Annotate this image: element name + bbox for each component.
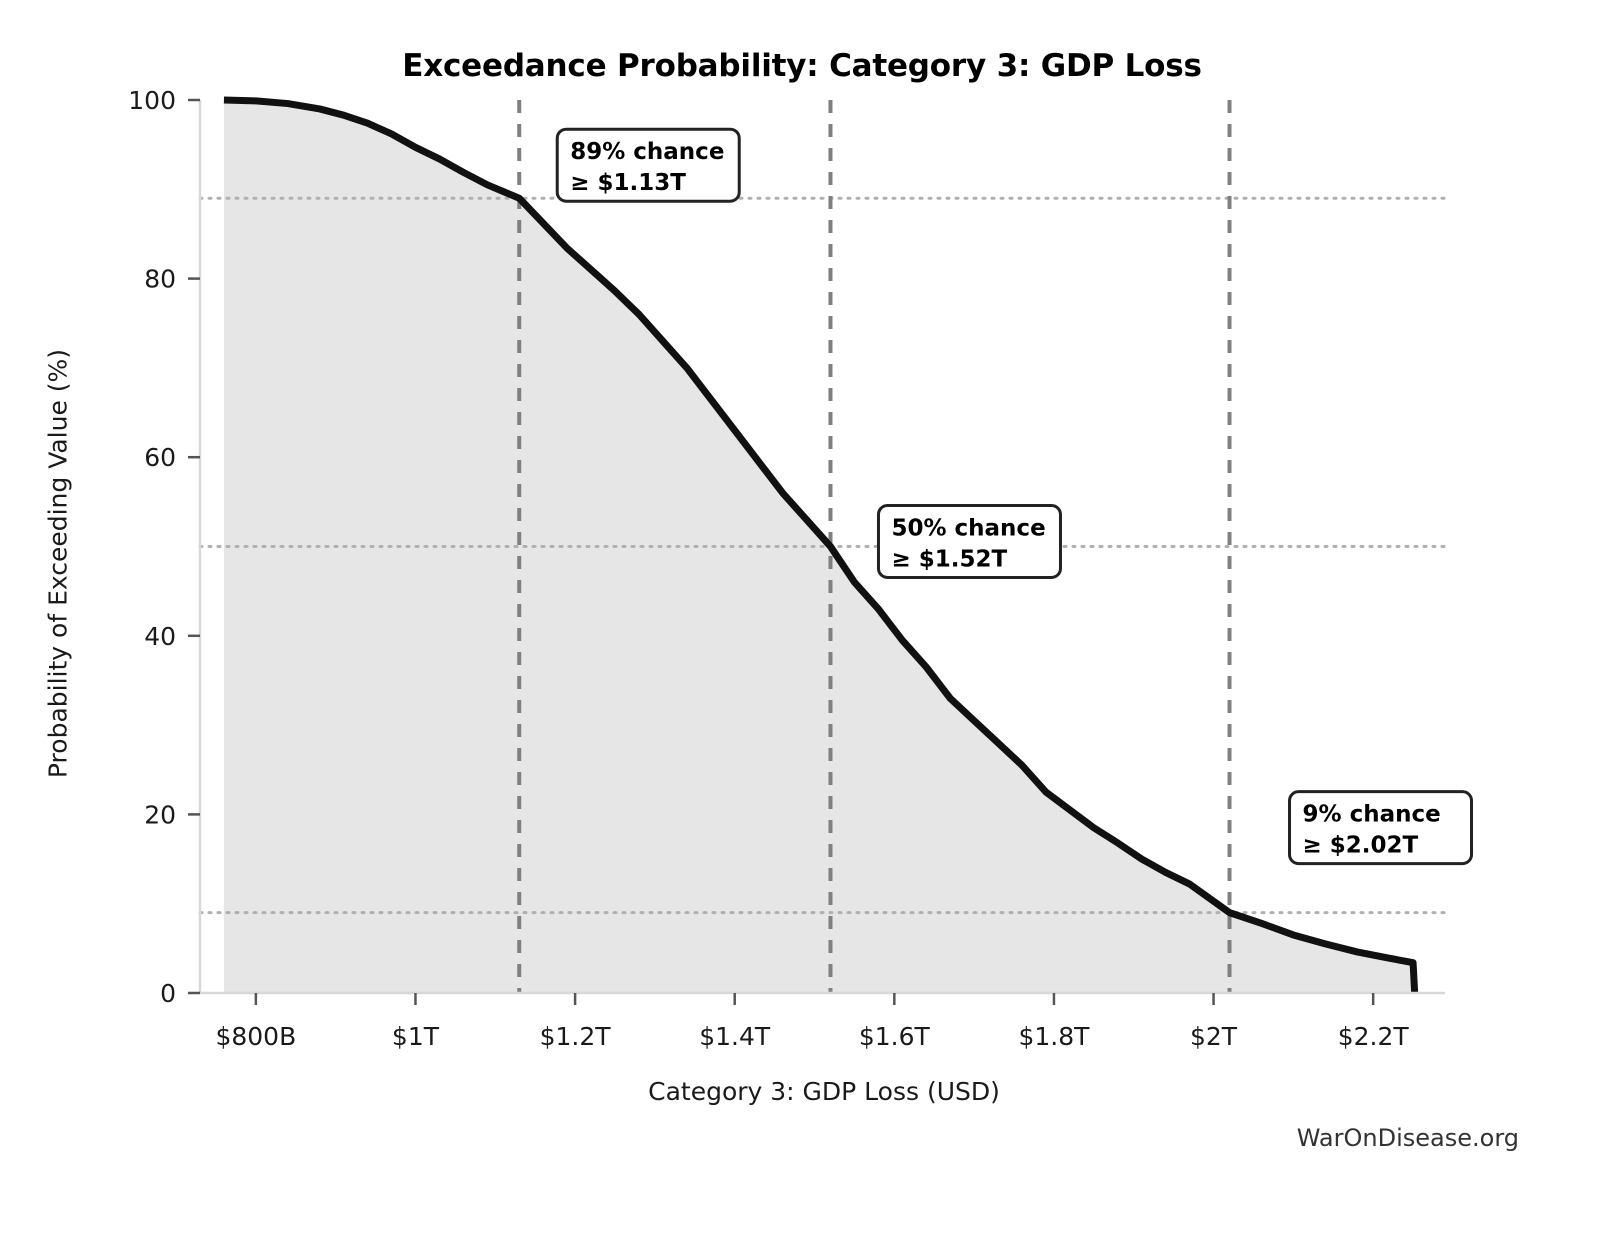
annotation-line2: ≥ $1.52T — [891, 547, 1007, 573]
x-tick-label: $1.6T — [859, 1022, 931, 1051]
annotation-line1: 9% chance — [1303, 802, 1441, 828]
annotation-line1: 50% chance — [891, 516, 1045, 542]
x-tick-label: $1.2T — [540, 1022, 612, 1051]
x-axis-ticks: $800B $1T $1.2T $1.4T $1.6T $1.8T $2T $2.2T — [215, 993, 1409, 1051]
chart-title: Exceedance Probability: Category 3: GDP … — [402, 48, 1202, 84]
x-tick-label: $1T — [392, 1022, 440, 1051]
annotation-p89: 89% chance ≥ $1.13T — [555, 127, 741, 203]
y-tick-label: 100 — [128, 86, 176, 115]
footer-credit: WarOnDisease.org — [1296, 1124, 1519, 1152]
annotation-box — [1288, 790, 1474, 866]
vertical-reference-lines — [517, 100, 1232, 993]
x-tick-label: $1.4T — [699, 1022, 771, 1051]
annotation-p9: 9% chance ≥ $2.02T — [1288, 790, 1474, 866]
annotation-line2: ≥ $2.02T — [1303, 833, 1419, 859]
exceedance-curve — [223, 96, 1419, 994]
annotation-box — [555, 127, 741, 203]
x-tick-label: $1.8T — [1018, 1022, 1090, 1051]
annotation-box — [876, 504, 1062, 579]
annotation-line2: ≥ $1.13T — [570, 170, 686, 196]
x-tick-label: $2T — [1190, 1022, 1238, 1051]
annotation-line1: 89% chance — [570, 139, 724, 165]
x-tick-label: $800B — [215, 1022, 296, 1051]
x-tick-label: $2.2T — [1338, 1022, 1410, 1051]
y-tick-label: 0 — [160, 979, 176, 1008]
y-tick-label: 80 — [144, 265, 176, 294]
exceedance-area-fill — [223, 100, 1415, 993]
y-axis-ticks: 0 20 40 60 80 100 — [128, 86, 200, 1008]
y-tick-label: 40 — [144, 622, 176, 651]
y-tick-label: 20 — [144, 800, 176, 829]
annotation-group: 89% chance ≥ $1.13T 50% chance ≥ $1.52T 9% c… — [555, 127, 1474, 866]
y-tick-label: 60 — [144, 443, 176, 472]
x-axis-title: Category 3: GDP Loss (USD) — [648, 1077, 1000, 1106]
annotation-p50: 50% chance ≥ $1.52T — [876, 504, 1062, 579]
